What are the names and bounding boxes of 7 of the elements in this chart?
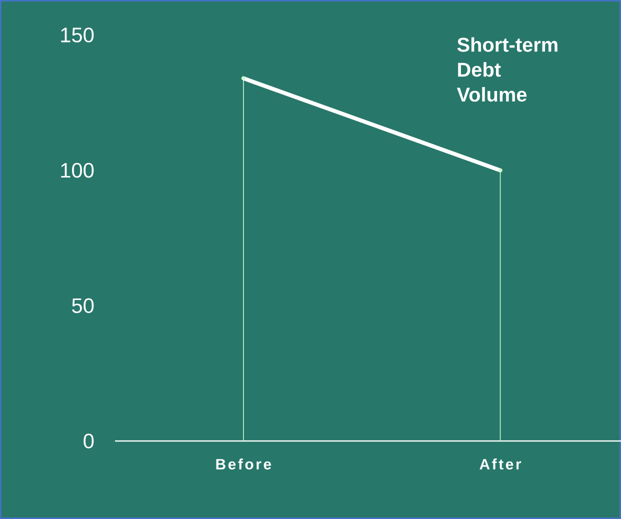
y-tick-label: 50 xyxy=(72,298,94,314)
y-tick-label: 150 xyxy=(61,28,94,42)
y-tick-label: 100 xyxy=(61,162,94,178)
y-tick-label: 0 xyxy=(84,434,94,448)
x-tick-label: After xyxy=(480,458,522,470)
x-tick-label: Before xyxy=(216,458,272,470)
text: Short-term Debt Volume xyxy=(456,37,558,102)
